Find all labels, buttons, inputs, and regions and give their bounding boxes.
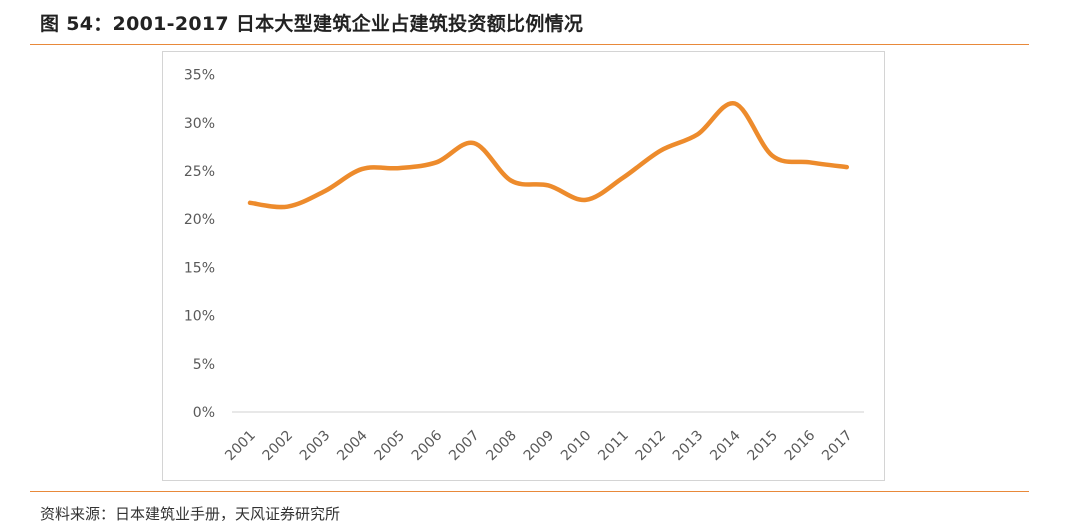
y-tick-label: 35% [184,68,215,84]
source-divider [30,491,1029,492]
x-tick-label: 2003 [297,428,334,465]
x-tick-label: 2001 [222,428,259,465]
x-tick-label: 2002 [260,428,297,465]
x-tick-label: 2006 [409,427,446,464]
x-tick-label: 2004 [334,427,371,464]
figure-title: 图 54：2001-2017 日本大型建筑企业占建筑投资额比例情况 [40,13,584,35]
x-tick-label: 2016 [782,427,819,464]
y-tick-label: 15% [184,260,215,276]
x-tick-label: 2009 [521,428,558,465]
y-tick-label: 0% [193,405,215,421]
title-divider [30,44,1029,45]
x-tick-label: 2015 [745,428,782,465]
chart-frame [162,51,885,481]
x-tick-label: 2017 [819,428,856,465]
x-tick-label: 2012 [633,428,670,465]
x-tick-label: 2008 [483,428,520,465]
x-tick-label: 2007 [446,428,483,465]
x-tick-label: 2010 [558,428,595,465]
x-tick-label: 2014 [707,427,744,464]
y-tick-label: 25% [184,164,215,180]
source-note: 资料来源：日本建筑业手册，天风证券研究所 [40,505,341,523]
y-tick-label: 30% [184,116,215,132]
x-tick-label: 2005 [372,428,409,465]
x-tick-label: 2013 [670,428,707,465]
y-tick-label: 20% [184,212,215,228]
y-tick-label: 5% [193,357,215,373]
x-tick-label: 2011 [595,428,632,465]
series-line [247,101,850,210]
y-tick-label: 10% [184,309,215,325]
